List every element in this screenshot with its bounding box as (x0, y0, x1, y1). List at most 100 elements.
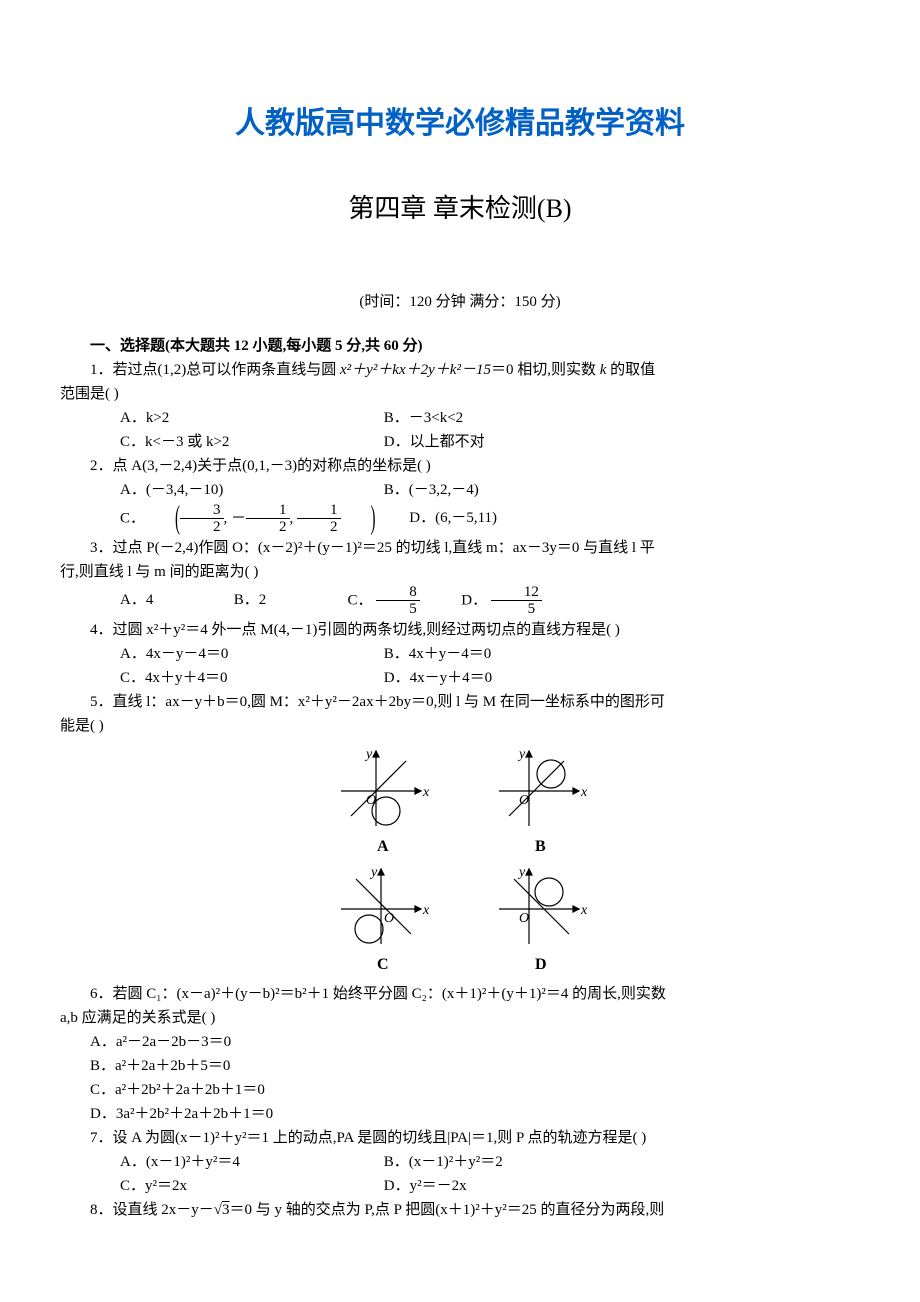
q1-text-b: ＝0 相切,则实数 (491, 362, 600, 378)
axis-y: y (517, 865, 526, 880)
origin-o: O (384, 911, 394, 926)
q1-opt-d-label: D．以上都不对 (384, 434, 485, 450)
q7-option-a: A．(x－1)²＋y²＝4 (90, 1150, 350, 1174)
axis-x: x (422, 903, 430, 918)
q1-option-c: C．k<－3 或 k>2 (90, 430, 350, 454)
paren-right: ) (341, 492, 376, 545)
main-title: 人教版高中数学必修精品教学资料 (60, 100, 860, 148)
paren-left: ( (145, 492, 180, 545)
q7-options-row1: A．(x－1)²＋y²＝4 B．(x－1)²＋y²＝2 (60, 1150, 860, 1174)
fig-spacer-2 (435, 864, 485, 974)
q3-option-a: A．4 (90, 588, 200, 612)
q2c-n2: 1 (246, 502, 290, 520)
q8-sqrt-3: 3 (222, 1202, 230, 1218)
time-info: (时间：120 分钟 满分：150 分) (60, 290, 860, 314)
q2c-prefix: C． (120, 510, 145, 526)
question-2: 2．点 A(3,－2,4)关于点(0,1,－3)的对称点的坐标是( ) (60, 454, 860, 478)
question-3b: 行,则直线 l 与 m 间的距离为( ) (60, 560, 860, 584)
q6-option-c: C．a²＋2b²＋2a＋2b＋1＝0 (60, 1078, 860, 1102)
question-6b: a,b 应满足的关系式是( ) (60, 1006, 860, 1030)
q7-options-row2: C．y²＝2x D．y²＝－2x (60, 1174, 860, 1198)
q2-options-row2: C．(32, －12, 12) D．(6,－5,11) (60, 502, 860, 536)
q3-options: A．4 B．2 C． 85 D． 125 (60, 584, 860, 618)
q4-option-b: B．4x＋y－4＝0 (354, 642, 614, 666)
q1-opt-c-label: C．k<－3 或 k>2 (120, 434, 229, 450)
q4-options-row1: A．4x－y－4＝0 B．4x＋y－4＝0 (60, 642, 860, 666)
q1-text-a: 1．若过点(1,2)总可以作两条直线与圆 (90, 362, 340, 378)
question-4: 4．过圆 x²＋y²＝4 外一点 M(4,－1)引圆的两条切线,则经过两切点的直… (60, 618, 860, 642)
q2c-frac1: 32 (180, 502, 224, 536)
q1-text-c: 的取值 (606, 362, 655, 378)
q3c-label: C． (348, 592, 373, 608)
q2-option-b: B．(－3,2,－4) (354, 478, 614, 502)
q2c-d1: 2 (180, 519, 224, 536)
question-8: 8．设直线 2x－y－√3＝0 与 y 轴的交点为 P,点 P 把圆(x＋1)²… (60, 1198, 860, 1222)
fig-b-label: B (535, 838, 546, 855)
q3d-d: 5 (491, 601, 542, 618)
q5-figures-row2: x y O C x y O D (60, 864, 860, 974)
q4-option-d: D．4x－y＋4＝0 (354, 666, 614, 690)
q3c-frac: 85 (376, 584, 420, 618)
q3-option-d: D． 125 (431, 584, 542, 618)
fig-a-label: A (377, 838, 389, 855)
q2c-n1: 3 (180, 502, 224, 520)
q1-options-row2: C．k<－3 或 k>2 D．以上都不对 (60, 430, 860, 454)
q3c-d: 5 (376, 601, 420, 618)
q8-text-c: ＝0 与 y 轴的交点为 P,点 P 把圆(x＋1)²＋y²＝25 的直径分为两… (230, 1202, 665, 1218)
sqrt-symbol: √ (214, 1202, 222, 1218)
axis-x: x (422, 785, 430, 800)
axis-y: y (364, 747, 373, 762)
q2-option-c: C．(32, －12, 12) (90, 502, 376, 536)
figure-a: x y O A (331, 746, 431, 856)
q5-figures-row1: x y O A x y O B (60, 746, 860, 856)
q7-option-d: D．y²＝－2x (354, 1174, 614, 1198)
q1-option-b: B．－3<k<2 (354, 406, 614, 430)
q3d-n: 12 (491, 584, 542, 602)
fig-d-label: D (535, 956, 547, 973)
axis-y: y (517, 747, 526, 762)
figure-d: x y O D (489, 864, 589, 974)
section-1-heading: 一、选择题(本大题共 12 小题,每小题 5 分,共 60 分) (60, 334, 860, 358)
chapter-title: 第四章 章末检测(B) (60, 188, 860, 230)
axis-y: y (369, 865, 378, 880)
q1-opt-b-label: B．－3<k<2 (384, 410, 463, 426)
q1-text-d: 范围是( ) (60, 382, 860, 406)
q6-option-d: D．3a²＋2b²＋2a＋2b＋1＝0 (60, 1102, 860, 1126)
q4-option-a: A．4x－y－4＝0 (90, 642, 350, 666)
origin-o: O (519, 793, 529, 808)
q7-option-c: C．y²＝2x (90, 1174, 350, 1198)
q8-text-a: 8．设直线 2x－y－ (90, 1202, 214, 1218)
question-5b: 能是( ) (60, 714, 860, 738)
q2c-frac3: 12 (297, 502, 341, 536)
axis-x: x (580, 785, 588, 800)
q2c-d2: 2 (246, 519, 290, 536)
q1-equation: x²＋y²＋kx＋2y＋k²－15 (340, 362, 491, 378)
fig-c-label: C (377, 956, 389, 973)
q3-option-b: B．2 (204, 588, 314, 612)
q1-option-a: A．k>2 (90, 406, 350, 430)
question-5a: 5．直线 l：ax－y＋b＝0,圆 M：x²＋y²－2ax＋2by＝0,则 l … (60, 690, 860, 714)
q6-option-a: A．a²－2a－2b－3＝0 (60, 1030, 860, 1054)
q2c-d3: 2 (297, 519, 341, 536)
question-6a: 6．若圆 C₁：(x－a)²＋(y－b)²＝b²＋1 始终平分圆 C₂：(x＋1… (60, 982, 860, 1006)
q4-option-c: C．4x＋y＋4＝0 (90, 666, 350, 690)
q2c-frac2: 12 (246, 502, 290, 536)
q3c-n: 8 (376, 584, 420, 602)
axis-x: x (580, 903, 588, 918)
origin-o: O (519, 911, 529, 926)
question-7: 7．设 A 为圆(x－1)²＋y²＝1 上的动点,PA 是圆的切线且|PA|＝1… (60, 1126, 860, 1150)
q6-option-b: B．a²＋2a＋2b＋5＝0 (60, 1054, 860, 1078)
q1-option-d: D．以上都不对 (354, 430, 614, 454)
q2-option-a: A．(－3,4,－10) (90, 478, 350, 502)
q1-opt-a-label: A．k>2 (120, 410, 169, 426)
figure-b: x y O B (489, 746, 589, 856)
question-1: 1．若过点(1,2)总可以作两条直线与圆 x²＋y²＋kx＋2y＋k²－15＝0… (60, 358, 860, 382)
figure-c: x y O C (331, 864, 431, 974)
q1-options-row1: A．k>2 B．－3<k<2 (60, 406, 860, 430)
fig-spacer-1 (435, 746, 485, 856)
origin-o: O (366, 793, 376, 808)
q2c-n3: 1 (297, 502, 341, 520)
q3d-label: D． (461, 592, 487, 608)
q2-option-d: D．(6,－5,11) (379, 506, 639, 530)
q4-options-row2: C．4x＋y＋4＝0 D．4x－y＋4＝0 (60, 666, 860, 690)
